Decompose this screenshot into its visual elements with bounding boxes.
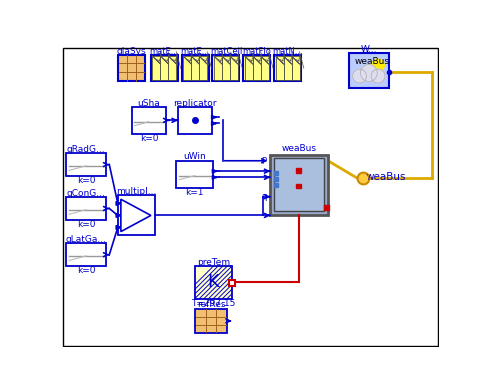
- Bar: [348, 53, 388, 88]
- Bar: [176, 161, 213, 188]
- Bar: [291, 56, 299, 80]
- Bar: [260, 56, 268, 80]
- Bar: [66, 153, 106, 176]
- Text: weaBus: weaBus: [281, 144, 316, 153]
- Text: qRadG...: qRadG...: [67, 145, 105, 154]
- Bar: [183, 56, 191, 80]
- Bar: [118, 195, 154, 236]
- Text: q: q: [261, 192, 266, 201]
- Bar: [229, 56, 238, 80]
- Text: qLatGa...: qLatGa...: [65, 235, 106, 244]
- Text: W...: W...: [360, 45, 376, 54]
- Bar: [229, 280, 234, 285]
- Bar: [283, 56, 291, 80]
- Bar: [118, 55, 144, 82]
- Text: k=1: k=1: [185, 188, 203, 197]
- Bar: [222, 56, 229, 80]
- Bar: [275, 56, 283, 80]
- Bar: [244, 56, 252, 80]
- Bar: [168, 56, 176, 80]
- Bar: [296, 184, 301, 188]
- Text: qConG...: qConG...: [67, 189, 105, 198]
- Circle shape: [371, 59, 384, 71]
- Text: k=0: k=0: [140, 134, 158, 143]
- Text: uSha: uSha: [137, 99, 160, 108]
- Bar: [131, 107, 166, 134]
- Bar: [274, 158, 324, 211]
- Bar: [194, 308, 226, 333]
- Bar: [199, 56, 207, 80]
- Text: K: K: [207, 273, 219, 291]
- Text: matE...: matE...: [180, 47, 209, 56]
- Bar: [252, 56, 260, 80]
- Text: p: p: [261, 156, 266, 165]
- Text: replicator: replicator: [173, 99, 217, 108]
- Text: weaBus: weaBus: [354, 57, 389, 66]
- Bar: [194, 266, 231, 299]
- Bar: [191, 56, 199, 80]
- Text: k=0: k=0: [77, 220, 95, 229]
- Text: k=0: k=0: [77, 266, 95, 275]
- Bar: [270, 154, 327, 214]
- Bar: [66, 197, 106, 220]
- Text: refRes: refRes: [196, 300, 225, 309]
- Text: glaSys: glaSys: [116, 47, 146, 56]
- Text: matE...: matE...: [149, 47, 179, 56]
- Bar: [182, 55, 208, 82]
- Text: multipl...: multipl...: [116, 187, 156, 196]
- Bar: [66, 243, 106, 266]
- Bar: [274, 55, 301, 82]
- Bar: [243, 55, 270, 82]
- Bar: [324, 206, 328, 210]
- Text: k=0: k=0: [77, 176, 95, 185]
- Text: preTem: preTem: [196, 258, 229, 267]
- Text: uWin: uWin: [183, 152, 206, 161]
- Text: matN...: matN...: [272, 47, 303, 56]
- Text: weaBus: weaBus: [365, 172, 405, 182]
- Circle shape: [360, 64, 377, 82]
- Bar: [178, 107, 212, 134]
- Bar: [151, 55, 178, 82]
- Bar: [296, 168, 301, 173]
- Circle shape: [370, 69, 384, 83]
- Text: T=297.15: T=297.15: [191, 299, 235, 308]
- Circle shape: [352, 69, 366, 83]
- Text: matCeil: matCeil: [209, 47, 242, 56]
- Text: matFlo: matFlo: [242, 47, 271, 56]
- Bar: [212, 55, 239, 82]
- Bar: [160, 56, 168, 80]
- Bar: [152, 56, 160, 80]
- Bar: [214, 56, 222, 80]
